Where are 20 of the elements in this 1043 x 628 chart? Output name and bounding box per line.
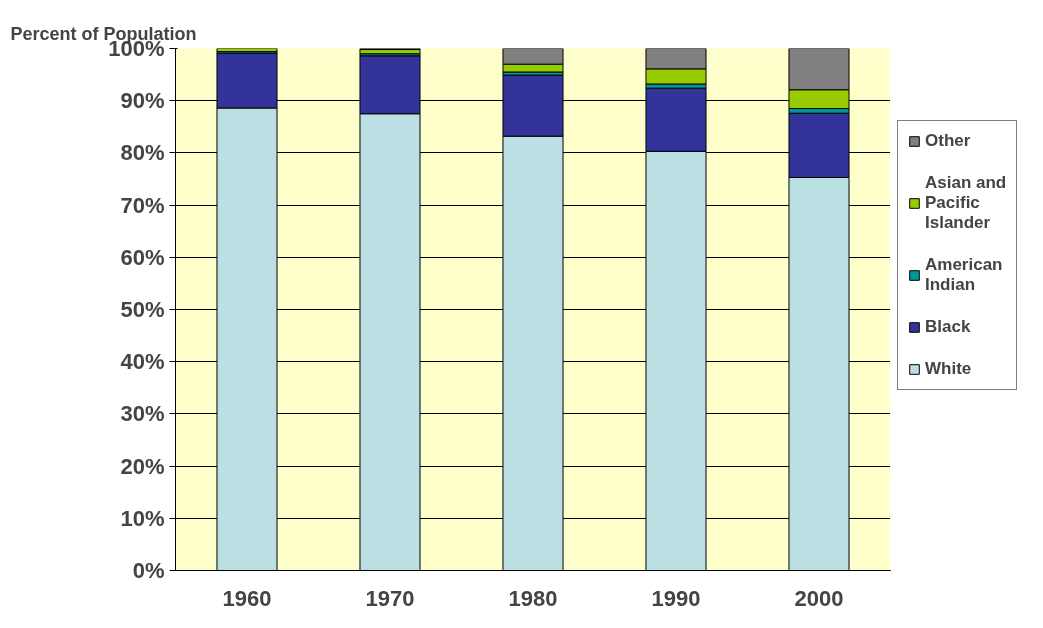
legend-label: White — [925, 359, 972, 379]
y-tick-label: 0% — [132, 558, 165, 583]
legend-label: American Indian — [925, 255, 1003, 295]
y-tick-label: 40% — [120, 349, 165, 375]
x-tick-label: 1960 — [222, 585, 272, 611]
y-tick-label: 60% — [120, 244, 165, 270]
legend-label: Black — [925, 317, 971, 337]
legend-label: Asian and Pacific Islander — [925, 173, 1007, 233]
x-tick-label: 1990 — [651, 585, 701, 611]
legend-label: Other — [925, 131, 971, 151]
y-tick-label: 30% — [120, 401, 165, 427]
y-tick-label: 80% — [120, 140, 165, 166]
y-tick-label: 10% — [120, 505, 165, 531]
y-tick-label: 20% — [120, 453, 165, 479]
x-tick-label: 1980 — [508, 585, 558, 611]
y-tick-label: 90% — [120, 88, 165, 114]
y-tick-label: 50% — [120, 297, 165, 322]
x-tick-label: 1970 — [365, 585, 415, 611]
x-tick-label: 2000 — [794, 585, 844, 611]
y-tick-label: 70% — [120, 192, 165, 218]
